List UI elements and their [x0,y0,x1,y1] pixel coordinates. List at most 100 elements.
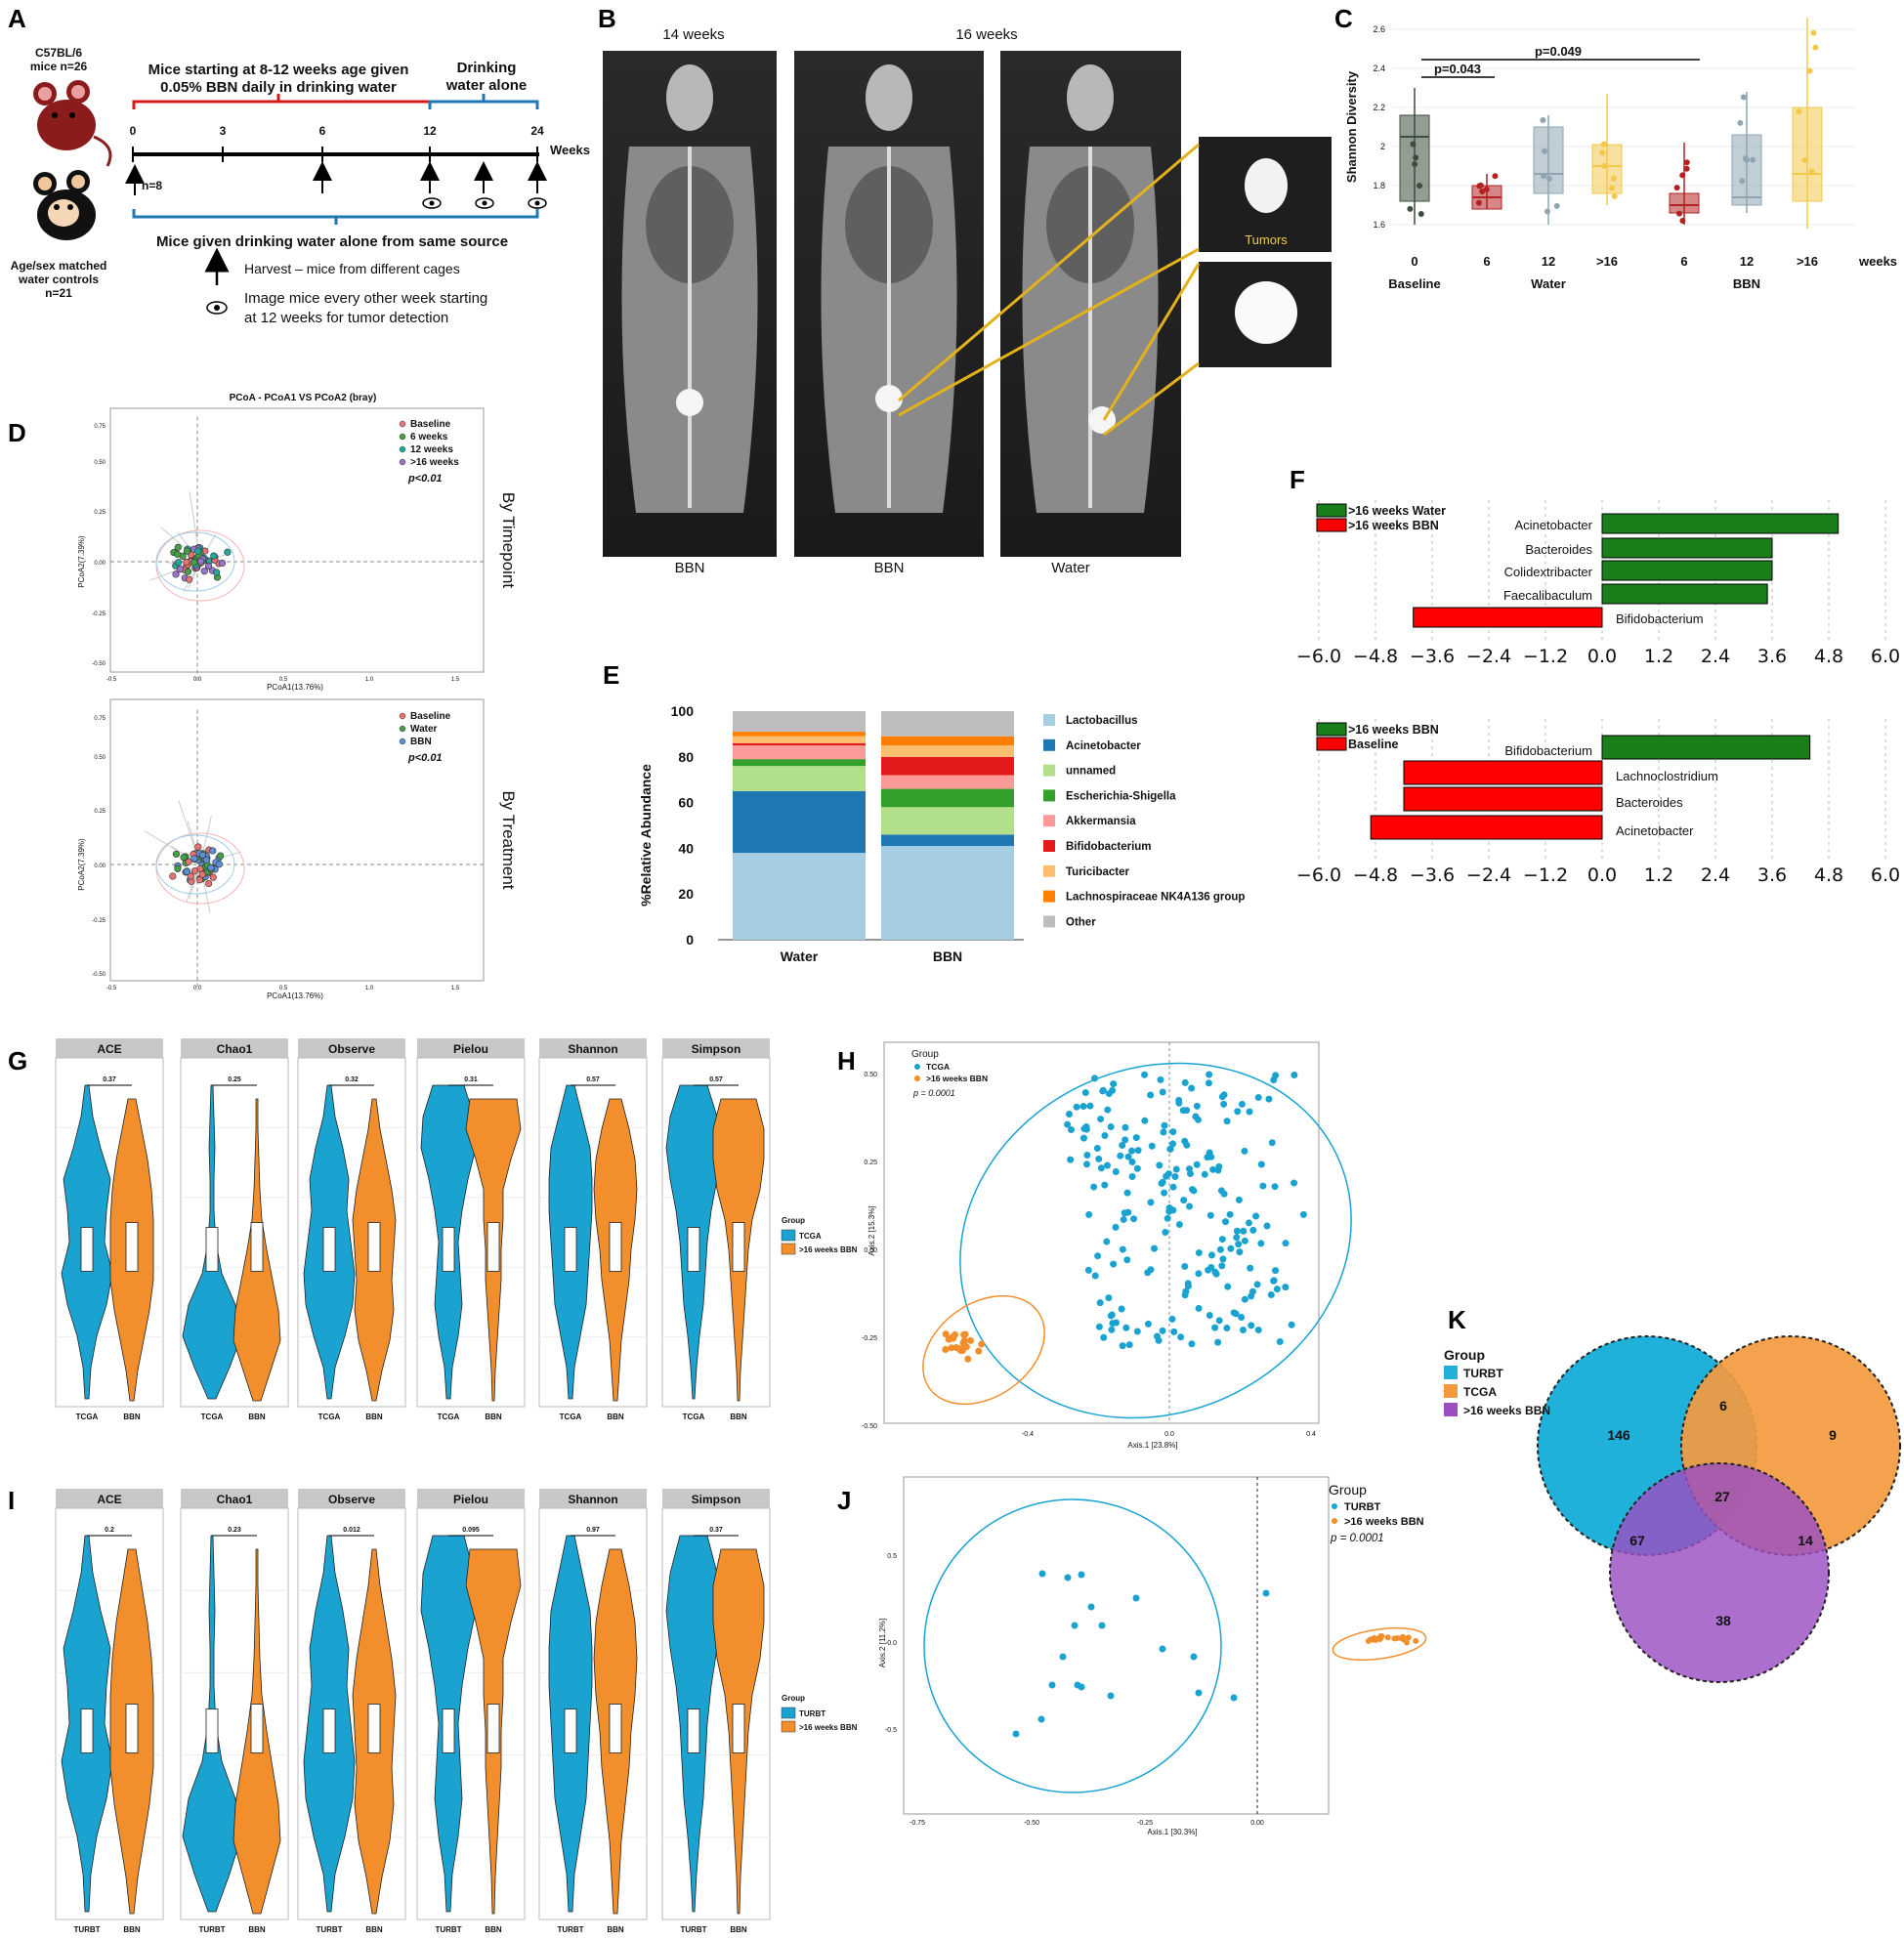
h-point-tcga [1216,1245,1224,1253]
h-point-tcga [1218,1236,1226,1244]
c-point [1417,211,1424,218]
h-ytick: 0.00 [864,1247,877,1254]
c-box [1533,126,1564,194]
d-point [194,843,202,851]
d-ytick: 0.25 [94,510,106,516]
e-legend-label: Lachnospiraceae NK4A136 group [1066,892,1245,904]
h-point-tcga [1155,1336,1163,1344]
h-point-tcga [1218,1262,1226,1270]
facet-strip [298,1038,405,1058]
h-frame [883,1041,1320,1424]
d-point [197,558,205,566]
legend-eye-icon [206,301,228,315]
h-point-tcga [1110,1260,1118,1268]
h-point-tcga [1267,1291,1275,1299]
h-point-tcga [1205,1266,1212,1274]
d-point [195,876,204,884]
tumors-label: Tumors [1245,232,1288,247]
h-point-tcga [1246,1108,1253,1116]
facet-strip [417,1038,525,1058]
c-point [1545,176,1552,183]
d-ytick: -0.25 [92,918,106,924]
facet-title: ACE [97,1042,121,1056]
pvalue-label: 0.25 [228,1076,241,1083]
h-point-tcga [1224,1283,1232,1290]
h-point-tcga [1233,1227,1241,1235]
d-legend-label: 12 weeks [410,444,453,455]
d-xlabel: PCoA1(13.76%) [267,991,323,1000]
c-point [1806,67,1813,74]
f-legend-label: >16 weeks BBN [1348,723,1439,737]
f-bar [1601,513,1840,534]
f-legend-label: Baseline [1348,738,1398,751]
h-point-tcga [1147,1199,1155,1206]
h-point-tcga [1141,1117,1149,1124]
panel-label-h: H [837,1046,856,1075]
j-legend-label: TURBT [1344,1501,1381,1513]
facet-title: Simpson [692,1493,741,1506]
c-xunit: weeks [1858,254,1897,269]
pvalue-label: 0.2 [105,1527,114,1534]
violin-xtick: TCGA [683,1413,705,1421]
d-xtick: 0.5 [279,986,288,991]
c-point [1679,172,1686,179]
d-point [175,559,183,567]
j-frame [903,1476,1330,1815]
panel-label-g: G [8,1046,27,1075]
violin-xtick: BBN [607,1925,624,1934]
h-point-tcga [1290,1179,1298,1187]
h-point-tcga [1168,1315,1176,1323]
h-point-tcga [1238,1100,1246,1108]
j-point-turbt [1190,1653,1198,1661]
e-bar-segment [733,766,866,791]
violin-xtick: TURBT [680,1925,706,1934]
h-point-tcga [1254,1093,1262,1101]
h-point-tcga [1128,1159,1136,1166]
facet-strip [417,1489,525,1508]
h-ytick: 0.25 [864,1160,877,1166]
f-bar [1601,537,1773,559]
violin-box [367,1704,381,1753]
h-point-tcga [1232,1310,1240,1318]
d-pvalue: p<0.01 [407,473,443,485]
violin-xtick: BBN [365,1925,383,1934]
h-point-tcga [1170,1328,1178,1335]
f-xtick: −1.2 [1523,865,1568,886]
f-bar [1601,560,1773,581]
d-point [174,865,182,872]
d-point [186,575,193,583]
h-point-tcga [1119,1245,1126,1253]
d-point [218,559,227,568]
d-point [176,566,184,573]
zoom-lines [898,143,1201,437]
c-point [1676,210,1683,217]
h-point-tcga [1263,1222,1271,1230]
h-point-tcga [1235,1241,1243,1248]
h-point-tcga [1253,1281,1261,1288]
j-point-turbt [1059,1653,1067,1661]
panel-label-d: D [8,418,26,447]
e-ytick: 100 [671,703,695,719]
h-point-tcga [1207,1251,1215,1259]
c-point [1608,185,1615,191]
c-ytick: 2 [1380,142,1385,151]
e-bar-segment [881,745,1014,757]
e-legend-label: Other [1066,916,1096,928]
control-n: n=21 [45,286,72,300]
c-xtick: >16 [1596,254,1618,269]
e-legend-key [1043,714,1055,726]
violin-box [125,1222,139,1272]
h-xtick: 0.0 [1164,1431,1174,1438]
e-bar-segment [733,732,866,737]
f-bar-label: Bacteroides [1616,795,1683,810]
panel-label-a: A [8,4,26,33]
facet-title: Observe [328,1042,375,1056]
h-point-tcga [1091,1075,1099,1082]
c-point [1750,156,1756,163]
violin-xtick: BBN [365,1413,383,1421]
h-ellipse-bbn [922,1294,1045,1406]
h-point-tcga [1169,1140,1177,1148]
f-legend-key [1316,737,1347,751]
timeline-tick-label: 6 [319,124,326,138]
h-point-tcga [1166,1145,1174,1153]
